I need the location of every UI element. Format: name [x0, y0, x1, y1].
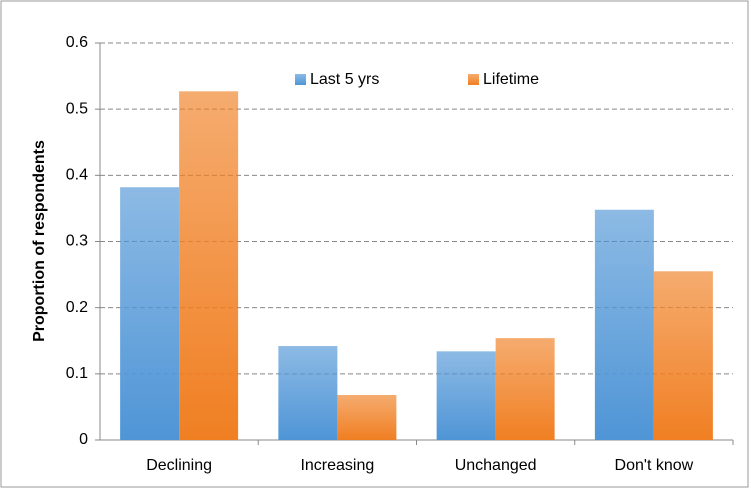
- y-tick-label: 0.3: [66, 233, 88, 250]
- y-tick-label: 0.1: [66, 365, 88, 382]
- bar: [337, 395, 397, 440]
- y-tick-label: 0.4: [66, 167, 88, 184]
- bar: [594, 209, 654, 440]
- bar: [179, 91, 239, 440]
- legend-swatch: [468, 74, 479, 85]
- bar: [653, 271, 713, 440]
- legend-label: Lifetime: [483, 71, 539, 88]
- x-tick-label: Declining: [146, 457, 212, 474]
- legend-label: Last 5 yrs: [310, 71, 379, 88]
- y-tick-label: 0.6: [66, 34, 88, 51]
- bar: [278, 346, 338, 440]
- bar: [495, 338, 555, 440]
- y-tick-label: 0.5: [66, 100, 88, 117]
- x-tick-label: Don't know: [615, 457, 694, 474]
- y-tick-label: 0: [79, 431, 88, 448]
- x-tick-label: Unchanged: [455, 457, 537, 474]
- bar: [436, 351, 496, 440]
- y-axis-label: Proportion of respondents: [31, 140, 48, 342]
- x-tick-label: Increasing: [300, 457, 374, 474]
- legend-swatch: [295, 74, 306, 85]
- bar: [120, 187, 180, 440]
- y-tick-label: 0.2: [66, 299, 88, 316]
